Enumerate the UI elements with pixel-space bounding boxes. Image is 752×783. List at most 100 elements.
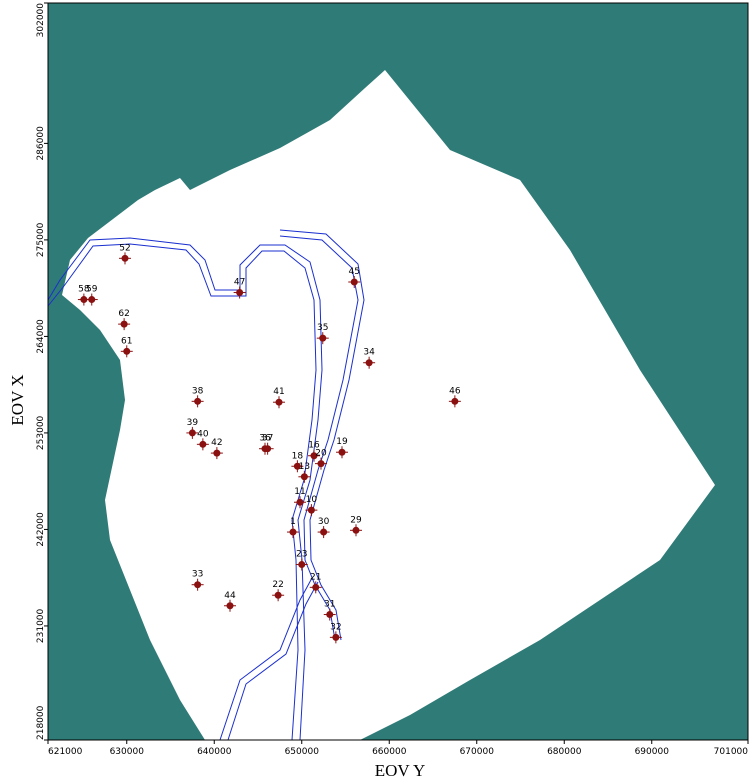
marker-dot bbox=[317, 460, 325, 468]
point-label: 59 bbox=[86, 285, 98, 295]
point-label: 45 bbox=[349, 267, 360, 277]
well-point bbox=[298, 470, 311, 483]
point-label: 33 bbox=[192, 570, 203, 580]
x-tick-label: 660000 bbox=[372, 747, 407, 757]
point-label: 29 bbox=[350, 515, 362, 525]
marker-dot bbox=[352, 526, 360, 534]
well-point bbox=[323, 608, 336, 621]
marker-dot bbox=[307, 506, 315, 514]
point-label: 41 bbox=[273, 387, 284, 397]
marker-dot bbox=[451, 397, 459, 405]
x-tick-label: 690000 bbox=[635, 747, 670, 757]
well-point bbox=[308, 449, 320, 462]
point-label: 42 bbox=[211, 438, 222, 448]
y-tick-label: 286000 bbox=[36, 126, 46, 161]
well-point bbox=[363, 356, 376, 369]
marker-dot bbox=[293, 462, 301, 470]
well-point bbox=[287, 526, 299, 539]
point-label: 46 bbox=[449, 386, 461, 396]
point-label: 19 bbox=[336, 437, 348, 447]
point-label: 37 bbox=[262, 434, 273, 444]
well-point bbox=[348, 276, 361, 289]
marker-dot bbox=[365, 359, 373, 367]
marker-dot bbox=[326, 611, 334, 619]
marker-dot bbox=[121, 254, 129, 262]
well-point bbox=[233, 286, 246, 299]
point-label: 22 bbox=[272, 580, 283, 590]
marker-dot bbox=[310, 452, 318, 460]
point-label: 1 bbox=[290, 517, 296, 527]
point-label: 61 bbox=[121, 336, 132, 346]
model-domain bbox=[62, 70, 715, 740]
point-label: 35 bbox=[317, 323, 328, 333]
well-point bbox=[119, 252, 131, 265]
point-label: 38 bbox=[192, 386, 204, 396]
y-tick-label: 218000 bbox=[36, 705, 46, 740]
well-point bbox=[77, 293, 90, 306]
marker-dot bbox=[338, 448, 346, 456]
y-tick-label: 253000 bbox=[36, 415, 46, 450]
well-point bbox=[186, 426, 199, 439]
point-label: 39 bbox=[187, 418, 199, 428]
marker-dot bbox=[123, 347, 131, 355]
well-point bbox=[294, 496, 306, 509]
point-label: 23 bbox=[296, 550, 307, 560]
marker-dot bbox=[199, 440, 207, 448]
marker-dot bbox=[188, 429, 196, 437]
x-tick-label: 621000 bbox=[48, 747, 83, 757]
marker-dot bbox=[289, 528, 297, 536]
marker-dot bbox=[274, 591, 282, 599]
well-point bbox=[309, 581, 322, 594]
y-tick-label: 231000 bbox=[36, 608, 46, 643]
well-point bbox=[448, 395, 461, 408]
well-point bbox=[295, 558, 308, 571]
rivers bbox=[47, 229, 365, 741]
x-tick-label: 670000 bbox=[460, 747, 495, 757]
point-label: 31 bbox=[324, 600, 335, 610]
point-label: 40 bbox=[197, 429, 209, 439]
well-point bbox=[336, 446, 348, 459]
point-label: 16 bbox=[308, 441, 320, 451]
well-point bbox=[272, 589, 285, 602]
point-label: 34 bbox=[363, 348, 375, 358]
x-tick-label: 701000 bbox=[714, 747, 749, 757]
marker-dot bbox=[275, 398, 283, 406]
marker-dot bbox=[350, 278, 358, 286]
point-label: 58 bbox=[78, 285, 90, 295]
x-axis-label: EOV Y bbox=[375, 761, 426, 780]
marker-dot bbox=[300, 473, 308, 481]
marker-dot bbox=[194, 581, 202, 589]
well-point bbox=[305, 504, 318, 517]
well-point bbox=[191, 395, 204, 408]
y-tick-label: 302000 bbox=[36, 3, 46, 38]
well-point bbox=[120, 345, 133, 358]
well-point bbox=[350, 524, 362, 537]
marker-dot bbox=[226, 602, 234, 610]
point-label: 44 bbox=[224, 591, 236, 601]
marker-dot bbox=[236, 289, 244, 297]
marker-dot bbox=[120, 320, 128, 328]
point-label: 32 bbox=[330, 622, 341, 632]
x-tick-label: 650000 bbox=[285, 747, 320, 757]
marker-dot bbox=[332, 633, 340, 641]
well-point bbox=[210, 447, 223, 460]
y-axis-label: EOV X bbox=[8, 374, 27, 425]
x-tick-label: 630000 bbox=[110, 747, 145, 757]
point-label: 20 bbox=[315, 449, 327, 459]
y-tick-label: 264000 bbox=[36, 319, 46, 354]
well-point bbox=[291, 460, 304, 473]
point-label: 62 bbox=[118, 309, 129, 319]
well-point bbox=[224, 599, 236, 612]
well-point bbox=[273, 396, 285, 409]
x-tick-label: 640000 bbox=[197, 747, 232, 757]
point-label: 13 bbox=[299, 462, 310, 472]
point-label: 30 bbox=[318, 517, 330, 527]
marker-dot bbox=[298, 561, 306, 569]
marker-dot bbox=[80, 296, 88, 304]
y-tick-label: 242000 bbox=[36, 512, 46, 547]
marker-dot bbox=[213, 449, 221, 457]
well-point bbox=[118, 318, 131, 331]
well-point bbox=[191, 578, 204, 591]
marker-dot bbox=[296, 498, 304, 506]
